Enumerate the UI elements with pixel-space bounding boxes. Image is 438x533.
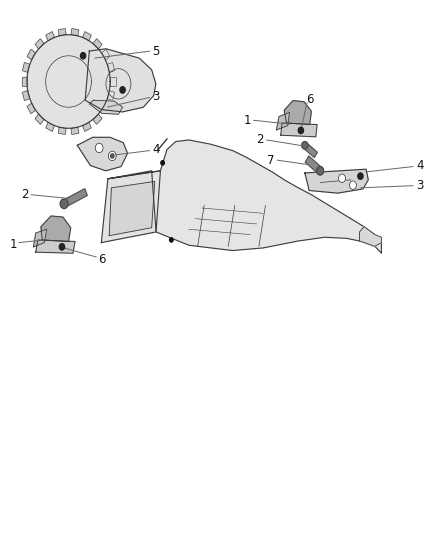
Polygon shape [359, 227, 381, 246]
Polygon shape [46, 122, 54, 131]
Polygon shape [22, 91, 29, 101]
Polygon shape [33, 229, 46, 247]
Polygon shape [110, 77, 115, 86]
Polygon shape [27, 50, 35, 60]
Text: 4: 4 [415, 159, 423, 172]
Polygon shape [93, 114, 102, 124]
Circle shape [169, 238, 173, 242]
Polygon shape [27, 103, 35, 114]
Polygon shape [35, 114, 44, 124]
Circle shape [357, 173, 362, 179]
Circle shape [301, 142, 307, 149]
Text: 6: 6 [305, 93, 313, 106]
Polygon shape [41, 216, 71, 241]
Polygon shape [107, 91, 114, 101]
Polygon shape [101, 171, 160, 243]
Text: 1: 1 [9, 238, 17, 251]
Text: 6: 6 [98, 253, 106, 266]
Polygon shape [22, 62, 29, 72]
Polygon shape [276, 112, 289, 130]
Polygon shape [82, 31, 91, 41]
Text: 7: 7 [267, 154, 274, 167]
Text: 2: 2 [256, 133, 263, 147]
Circle shape [338, 174, 345, 182]
Text: 5: 5 [152, 45, 159, 58]
Circle shape [316, 166, 323, 175]
Circle shape [120, 87, 125, 93]
Polygon shape [109, 181, 154, 236]
Polygon shape [71, 127, 78, 134]
Polygon shape [304, 156, 321, 174]
Circle shape [297, 127, 303, 134]
Text: 3: 3 [415, 179, 423, 192]
Text: 1: 1 [243, 114, 250, 127]
Polygon shape [63, 189, 87, 207]
Circle shape [108, 151, 116, 161]
Polygon shape [284, 101, 311, 125]
Circle shape [60, 199, 68, 208]
Polygon shape [82, 122, 91, 131]
Polygon shape [89, 100, 122, 114]
Text: 3: 3 [152, 90, 159, 103]
Polygon shape [77, 138, 127, 171]
Polygon shape [46, 31, 54, 41]
Polygon shape [107, 62, 114, 72]
Circle shape [95, 143, 103, 153]
Polygon shape [93, 39, 102, 49]
Circle shape [160, 161, 164, 165]
Text: 4: 4 [152, 143, 159, 156]
Circle shape [80, 53, 85, 59]
Circle shape [349, 181, 356, 189]
Polygon shape [108, 140, 381, 253]
Circle shape [59, 244, 64, 250]
Polygon shape [21, 77, 27, 86]
Polygon shape [35, 39, 44, 49]
Polygon shape [101, 103, 110, 114]
Polygon shape [101, 50, 110, 60]
Text: 2: 2 [21, 188, 28, 201]
Polygon shape [280, 123, 316, 137]
Polygon shape [303, 143, 317, 157]
Polygon shape [304, 169, 367, 193]
Polygon shape [58, 29, 66, 36]
Polygon shape [85, 49, 155, 112]
Circle shape [110, 154, 114, 158]
Polygon shape [71, 29, 78, 36]
Polygon shape [27, 35, 110, 128]
Polygon shape [58, 127, 66, 134]
Polygon shape [35, 240, 75, 253]
